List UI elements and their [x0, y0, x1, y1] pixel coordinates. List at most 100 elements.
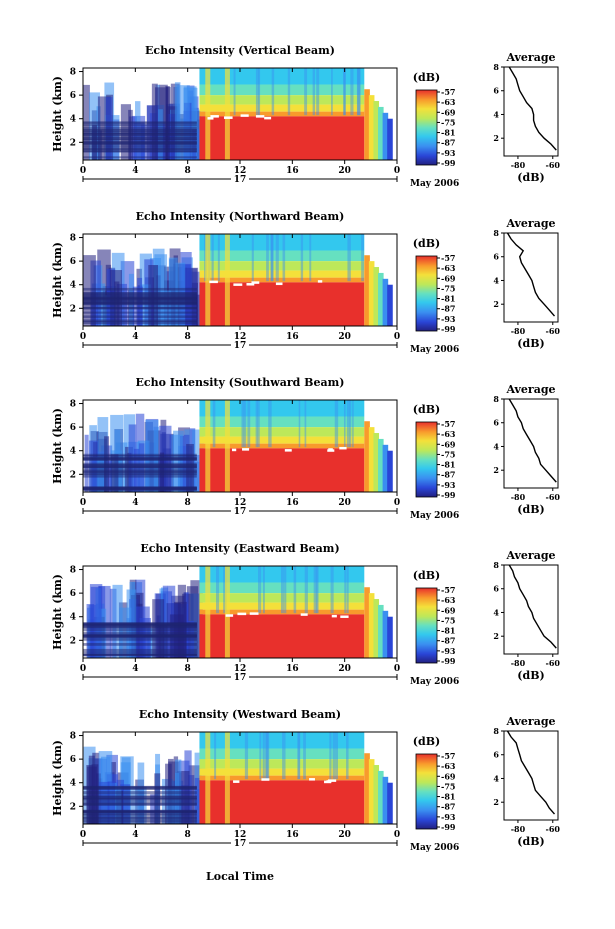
profile-x-tick-label: -80 — [511, 326, 526, 336]
month-label: May 2006 — [410, 843, 459, 853]
y-tick-label: 8 — [70, 732, 76, 742]
y-tick-label: 8 — [70, 68, 76, 78]
colorbar-tick-label: -57 — [441, 253, 455, 263]
profile-y-tick-label: 2 — [493, 133, 499, 143]
x-tick-label: 0 — [394, 332, 400, 342]
panel-title: Echo Intensity (Westward Beam) — [139, 708, 341, 721]
x-tick-label: 12 — [234, 830, 247, 840]
profile-y-tick-label: 4 — [493, 109, 499, 119]
profile-line — [508, 564, 557, 649]
x-tick-label: 8 — [185, 664, 191, 674]
profile-y-tick-label: 4 — [493, 607, 499, 617]
y-tick-label: 8 — [70, 566, 76, 576]
profile-frame — [503, 730, 559, 821]
x-tick-label: 0 — [80, 498, 86, 508]
month-label: May 2006 — [410, 345, 459, 355]
x-tick-label: 12 — [234, 664, 247, 674]
colorbar-tick-label: -69 — [441, 273, 456, 283]
x-tick-label: 20 — [338, 166, 351, 176]
colorbar-tick-label: -87 — [441, 138, 455, 148]
x-tick-label: 0 — [80, 830, 86, 840]
colorbar-tick-label: -75 — [441, 781, 455, 791]
panel-0: Echo Intensity (Vertical Beam) 0 4 8 12 16 20 0… — [51, 44, 560, 189]
x-tick-label: 12 — [234, 166, 247, 176]
x-tick-label: 16 — [286, 332, 299, 342]
x-tick-label: 4 — [132, 498, 138, 508]
profile-frame — [503, 66, 559, 157]
heatmap-area — [83, 732, 393, 824]
profile-line — [506, 730, 556, 815]
y-tick-label: 2 — [70, 802, 76, 812]
panel-2: Echo Intensity (Southward Beam)0 4 8 12 16 20… — [51, 376, 560, 521]
colorbar-tick-label: -93 — [441, 812, 456, 822]
colorbar — [415, 89, 438, 166]
date-marker: 17 — [234, 175, 247, 185]
colorbar-tick-label: -93 — [441, 314, 456, 324]
date-marker: 17 — [234, 341, 247, 351]
profile-x-label: (dB) — [517, 669, 544, 682]
profile-y-tick-label: 8 — [493, 560, 499, 570]
profile-line — [508, 398, 557, 483]
profile-y-tick-label: 2 — [493, 299, 499, 309]
month-label: May 2006 — [410, 511, 459, 521]
profile-x-tick-label: -60 — [546, 326, 561, 336]
colorbar-tick-label: -87 — [441, 470, 455, 480]
y-tick-label: 8 — [70, 234, 76, 244]
colorbar-tick-label: -81 — [441, 294, 455, 304]
month-label: May 2006 — [410, 179, 459, 189]
x-tick-label: 0 — [80, 664, 86, 674]
y-tick-label: 2 — [70, 138, 76, 148]
date-marker: 17 — [234, 839, 247, 849]
profile-y-tick-label: 2 — [493, 797, 499, 807]
colorbar-tick-label: -93 — [441, 480, 456, 490]
y-tick-label: 8 — [70, 400, 76, 410]
colorbar-tick-label: -63 — [441, 429, 456, 439]
x-tick-label: 4 — [132, 332, 138, 342]
y-axis-label: Height (km) — [51, 242, 64, 318]
x-tick-label: 20 — [338, 664, 351, 674]
x-tick-label: 16 — [286, 166, 299, 176]
colorbar-tick-label: -57 — [441, 585, 455, 595]
colorbar-tick-label: -81 — [441, 792, 455, 802]
colorbar-tick-label: -99 — [441, 158, 456, 168]
profile-y-tick-label: 2 — [493, 465, 499, 475]
profile-title: Average — [505, 715, 555, 728]
colorbar-tick-label: -99 — [441, 822, 456, 832]
x-tick-label: 0 — [394, 498, 400, 508]
profile-x-tick-label: -60 — [546, 492, 561, 502]
panel-4: Echo Intensity (Westward Beam) 0 4 8 12 16 20 0… — [51, 708, 560, 853]
panel-title: Echo Intensity (Eastward Beam) — [140, 542, 339, 555]
x-tick-label: 0 — [394, 166, 400, 176]
y-tick-label: 4 — [70, 281, 76, 291]
colorbar-tick-label: -57 — [441, 419, 455, 429]
x-tick-label: 8 — [185, 332, 191, 342]
colorbar-unit: (dB) — [413, 403, 440, 416]
profile-x-label: (dB) — [517, 171, 544, 184]
colorbar-tick-label: -81 — [441, 128, 455, 138]
profile-y-tick-label: 6 — [493, 418, 499, 428]
x-tick-label: 0 — [80, 166, 86, 176]
panel-3: Echo Intensity (Eastward Beam) 0 4 8 12 16 20 0… — [51, 542, 560, 687]
x-tick-label: 0 — [80, 332, 86, 342]
colorbar-unit: (dB) — [413, 237, 440, 250]
x-tick-label: 8 — [185, 830, 191, 840]
profile-title: Average — [505, 217, 555, 230]
colorbar — [415, 753, 438, 830]
colorbar-tick-label: -63 — [441, 761, 456, 771]
profile-y-tick-label: 8 — [493, 228, 499, 238]
x-tick-label: 16 — [286, 498, 299, 508]
local-time-label: Local Time — [206, 870, 274, 883]
colorbar-tick-label: -93 — [441, 646, 456, 656]
profile-x-tick-label: -80 — [511, 824, 526, 834]
profile-frame — [503, 564, 559, 655]
x-tick-label: 8 — [185, 166, 191, 176]
profile-y-tick-label: 4 — [493, 773, 499, 783]
profile-frame — [503, 398, 559, 489]
y-tick-label: 6 — [70, 589, 76, 599]
x-tick-label: 0 — [394, 664, 400, 674]
x-tick-label: 20 — [338, 830, 351, 840]
profile-x-tick-label: -80 — [511, 658, 526, 668]
x-tick-label: 4 — [132, 166, 138, 176]
colorbar-tick-label: -87 — [441, 636, 455, 646]
profile-y-tick-label: 8 — [493, 394, 499, 404]
